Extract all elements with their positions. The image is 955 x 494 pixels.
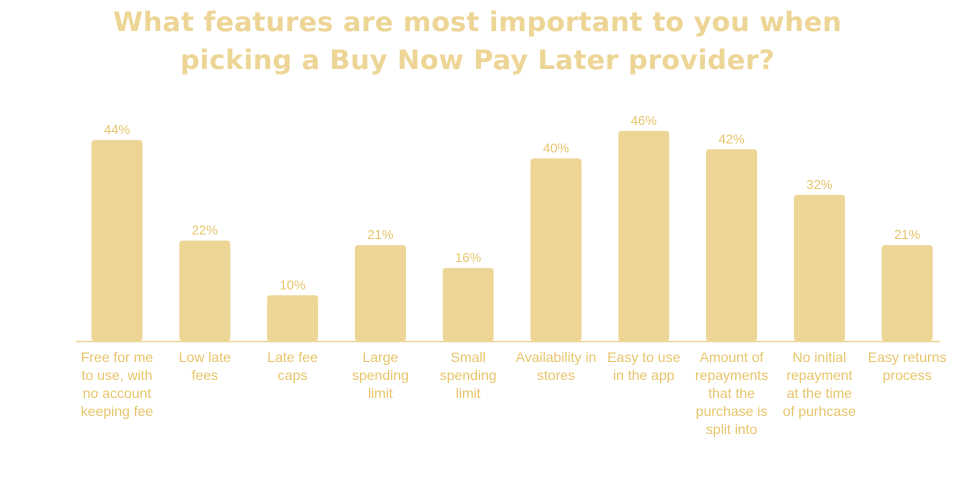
category-label-line: split into xyxy=(705,421,758,437)
value-label: 22% xyxy=(192,223,218,238)
category-label-line: No initial xyxy=(792,349,847,365)
category-label: Large spending limit xyxy=(334,348,426,402)
value-label: 21% xyxy=(367,227,393,242)
category-label-line: at the time xyxy=(786,385,853,401)
value-label: 16% xyxy=(455,250,481,265)
value-label: 42% xyxy=(719,131,745,146)
bar xyxy=(793,194,845,341)
category-label-line: spending xyxy=(439,367,497,383)
category-label: Late fee caps xyxy=(247,348,339,384)
bar xyxy=(267,295,319,341)
bar xyxy=(179,240,231,341)
category-label: Small spending limit xyxy=(422,348,514,402)
category-label-line: to use, with xyxy=(81,367,153,383)
category-label-line: stores xyxy=(536,367,576,383)
category-label-line: spending xyxy=(351,367,409,383)
bar xyxy=(618,131,670,341)
value-label: 21% xyxy=(894,227,920,242)
category-label-line: Small xyxy=(450,349,486,365)
value-label: 32% xyxy=(806,177,832,192)
category-label: Easy to use in the app xyxy=(598,348,690,384)
chart-title-line-1: What features are most important to you … xyxy=(113,7,842,38)
bar xyxy=(91,140,143,341)
category-label-line: Large xyxy=(362,349,399,365)
value-label: 46% xyxy=(631,113,657,128)
category-label: Amount of repayments that the purchase is sp… xyxy=(686,348,778,438)
category-label-line: purchase is xyxy=(695,403,768,419)
category-label-line: that the xyxy=(708,385,755,401)
bar xyxy=(442,268,494,341)
category-label-line: repayments xyxy=(695,367,769,383)
category-label-line: of purhcase xyxy=(782,403,856,419)
category-label-line: no account xyxy=(82,385,152,401)
value-label: 44% xyxy=(104,122,130,137)
chart-title: What features are most important to you … xyxy=(0,4,955,80)
chart-title-line-2: picking a Buy Now Pay Later provider? xyxy=(180,45,775,76)
category-label-line: in the app xyxy=(613,367,675,383)
category-label: Easy returns process xyxy=(861,348,953,384)
category-label-line: limit xyxy=(367,385,393,401)
category-label-line: repayment xyxy=(786,367,853,383)
category-label-line: Amount of xyxy=(699,349,764,365)
category-label-line: limit xyxy=(455,385,481,401)
category-label-line: Easy returns xyxy=(867,349,947,365)
category-label: Availability in stores xyxy=(510,348,602,384)
value-label: 10% xyxy=(280,277,306,292)
category-label: Low late fees xyxy=(159,348,251,384)
category-label-line: Easy to use xyxy=(607,349,681,365)
category-label-line: Free for me xyxy=(80,349,154,365)
bar xyxy=(706,149,758,341)
category-label: No initial repayment at the time of purhcas… xyxy=(773,348,865,420)
category-label-line: process xyxy=(882,367,932,383)
category-label: Free for me to use, with no account keeping… xyxy=(71,348,163,420)
category-label-line: Low late xyxy=(178,349,231,365)
category-label-line: caps xyxy=(277,367,308,383)
category-label-line: Late fee xyxy=(267,349,318,365)
value-label: 40% xyxy=(543,140,569,155)
bar xyxy=(881,245,933,341)
category-label-line: fees xyxy=(191,367,219,383)
category-label-line: Availability in xyxy=(515,349,597,365)
category-label-line: keeping fee xyxy=(80,403,154,419)
bar xyxy=(530,158,582,341)
bar xyxy=(354,245,406,341)
